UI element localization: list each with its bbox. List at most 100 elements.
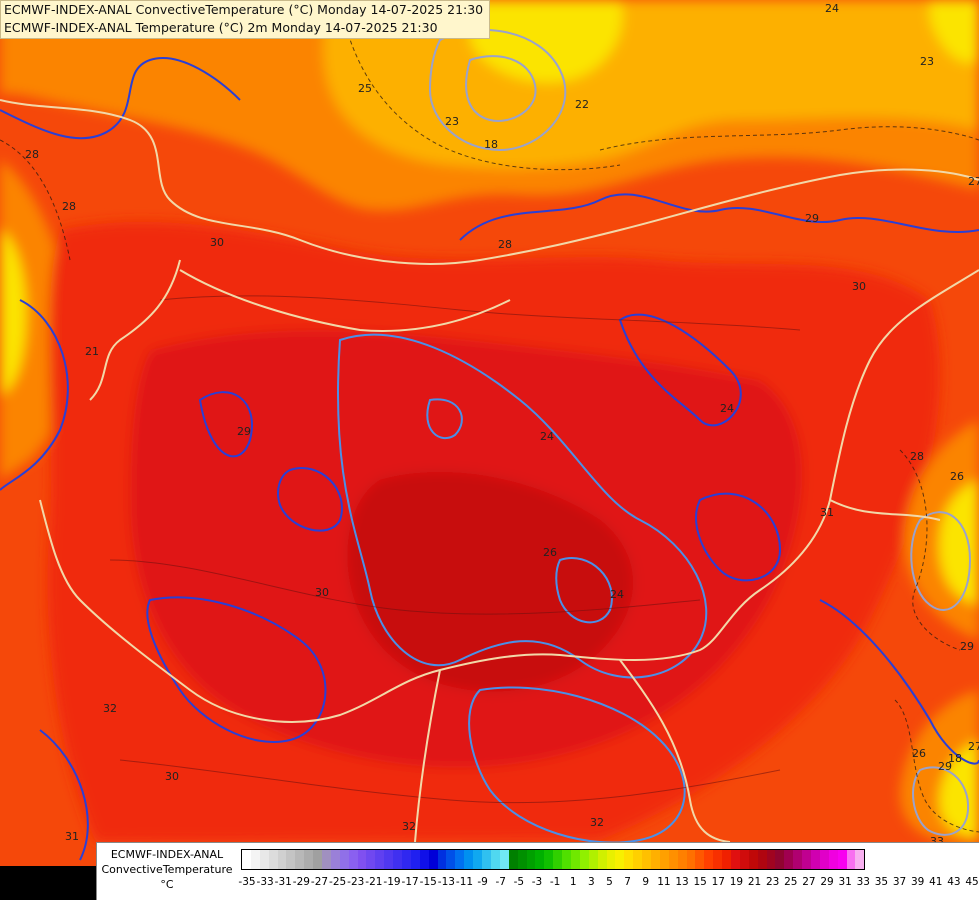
legend-swatch (295, 850, 305, 869)
lightblue-contour (555, 557, 613, 624)
legend-swatch (588, 850, 598, 869)
legend-swatch (339, 850, 349, 869)
contour-label: 29 (938, 760, 952, 773)
lightblue-contour (337, 333, 708, 679)
legend-swatch (775, 850, 785, 869)
contour-label: 30 (852, 280, 866, 293)
blue-contour (819, 599, 979, 765)
legend-swatch (739, 850, 749, 869)
legend-swatch (686, 850, 696, 869)
header-line-1: ECMWF-INDEX-ANAL ConvectiveTemperature (… (4, 2, 484, 17)
legend-swatch (677, 850, 687, 869)
legend-swatch (322, 850, 331, 869)
legend-tick: -9 (477, 876, 488, 888)
legend-tick: 21 (747, 876, 762, 888)
legend-swatch (410, 850, 420, 869)
legend-swatch (642, 850, 651, 869)
blue-contour (0, 57, 241, 140)
blue-contours (0, 57, 979, 861)
legend-swatch (535, 850, 545, 869)
legend-swatch (659, 850, 669, 869)
legend-swatch (802, 850, 811, 869)
thin-isoline (119, 759, 781, 804)
dashed-isolines (0, 0, 979, 833)
contour-label: 29 (960, 640, 974, 653)
legend-swatch (508, 850, 518, 869)
legend-color-bar (241, 849, 866, 870)
legend-swatch (722, 850, 731, 869)
legend-title-unit: °C (160, 878, 174, 891)
thin-isolines (109, 295, 801, 804)
contour-label: 32 (103, 702, 117, 715)
contour-label: 30 (315, 586, 329, 599)
legend-swatch (446, 850, 456, 869)
contour-label: 31 (65, 830, 79, 843)
legend-title-line-2: ConvectiveTemperature (101, 863, 233, 876)
legend-swatch (855, 850, 865, 869)
legend-tick: 9 (642, 876, 650, 888)
legend-swatch (579, 850, 589, 869)
legend-swatch (375, 850, 385, 869)
blue-contour (277, 467, 343, 532)
legend-swatch (464, 850, 474, 869)
legend-tick: -25 (329, 876, 347, 888)
legend-swatch (766, 850, 776, 869)
contour-label: 26 (950, 470, 964, 483)
legend-swatch (704, 850, 714, 869)
legend-swatch (242, 850, 251, 869)
legend-tick-labels: -35 -33 -31 -29 -27 -25 -23 -21 -19 -17 -15 -13 -11-… (237, 876, 979, 890)
contour-label: 24 (825, 2, 839, 15)
field-north-yellow-2 (930, 0, 979, 63)
legend-swatch (553, 850, 563, 869)
lightblue-contours (337, 333, 708, 844)
legend-swatch (793, 850, 803, 869)
legend-swatch (837, 850, 847, 869)
legend-tick: 29 (820, 876, 834, 888)
border (179, 269, 511, 332)
field-se-yellow (939, 740, 979, 838)
legend-swatch (748, 850, 758, 869)
contour-label: 26 (912, 747, 926, 760)
legend-swatch (650, 850, 660, 869)
contour-label: 21 (85, 345, 99, 358)
contour-label: 30 (210, 236, 224, 249)
border (89, 259, 181, 401)
contour-labels: 25 23 22 18 24 23 28 30 29 30 29 30 31 32 26 24 32 30 31 32… (25, 2, 979, 848)
legend-tick: 5 (606, 876, 613, 888)
temperature-field (0, 0, 979, 845)
legend-swatch (437, 850, 447, 869)
legend-swatch (713, 850, 723, 869)
field-west-yellow (0, 230, 27, 395)
contour-label: 30 (165, 770, 179, 783)
legend-tick: -27 (310, 876, 329, 888)
legend-tick: 45 (965, 876, 979, 888)
legend-swatch (526, 850, 536, 869)
map-header: ECMWF-INDEX-ANAL ConvectiveTemperature (… (0, 0, 491, 39)
legend-tick: 25 (784, 876, 798, 888)
legend-swatch (757, 850, 767, 869)
legend-tick: 1 (569, 876, 577, 888)
contour-label: 27 (968, 740, 979, 753)
legend-tick: 35 (874, 876, 889, 888)
legend-swatch (428, 850, 438, 869)
legend-swatch (544, 850, 554, 869)
legend-tick: 15 (693, 876, 707, 888)
grey-contour (465, 55, 537, 122)
blue-contour (618, 313, 742, 427)
grey-contour (428, 29, 567, 152)
contour-label: 26 (543, 546, 557, 559)
field-core-dark (347, 472, 633, 692)
contour-label: 23 (445, 115, 459, 128)
legend-swatch (819, 850, 829, 869)
legend-swatch (393, 850, 403, 869)
legend-swatch (784, 850, 794, 869)
contour-label: 28 (498, 238, 512, 251)
legend-swatch (419, 850, 429, 869)
legend-swatch (455, 850, 465, 869)
legend-swatch (250, 850, 260, 869)
border (829, 499, 941, 521)
legend-swatch (357, 850, 367, 869)
country-borders (0, 99, 979, 843)
dashed-isoline (894, 699, 979, 833)
